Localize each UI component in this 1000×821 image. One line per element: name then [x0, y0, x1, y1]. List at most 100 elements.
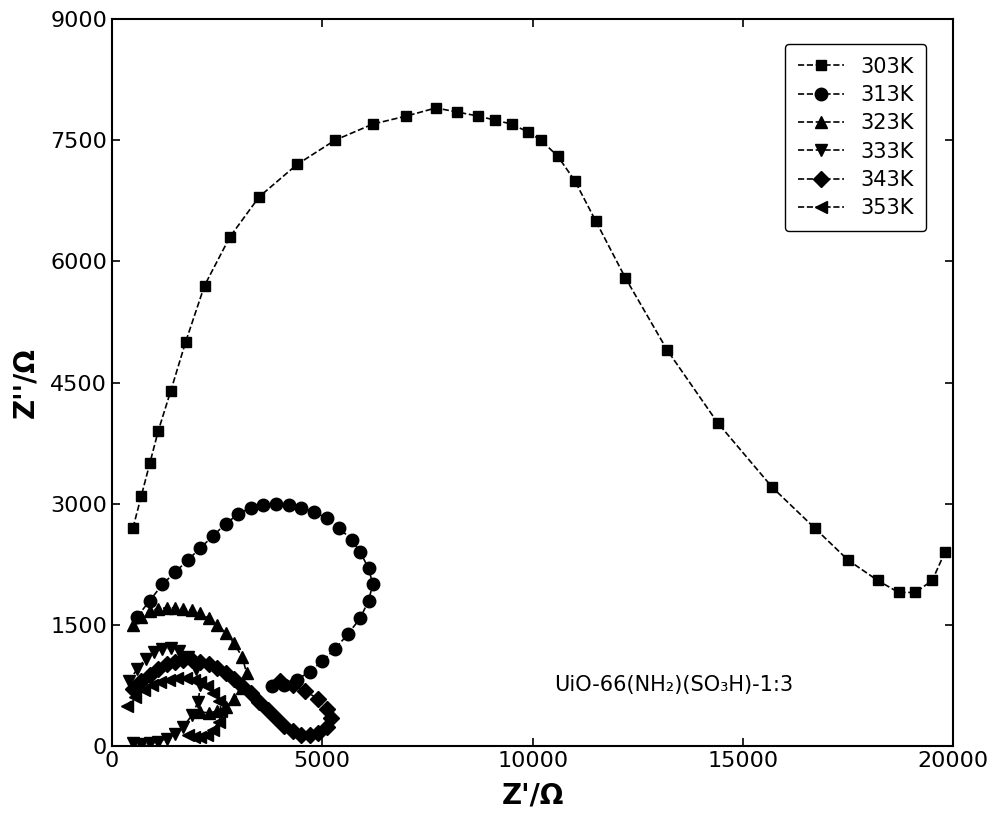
333K — [177, 722, 189, 732]
333K — [123, 677, 135, 686]
313K — [232, 509, 244, 519]
343K — [236, 681, 248, 691]
353K — [180, 673, 192, 683]
333K — [165, 644, 177, 654]
333K — [144, 739, 156, 749]
Line: 303K: 303K — [128, 103, 950, 598]
303K — [619, 273, 631, 282]
Legend: 303K, 313K, 323K, 333K, 343K, 353K: 303K, 313K, 323K, 333K, 343K, 353K — [785, 44, 926, 231]
313K — [321, 513, 333, 523]
343K — [295, 730, 307, 740]
303K — [569, 176, 581, 186]
353K — [194, 677, 206, 687]
343K — [325, 713, 337, 723]
303K — [809, 523, 821, 533]
Text: UiO-66(NH₂)(SO₃H)-1:3: UiO-66(NH₂)(SO₃H)-1:3 — [554, 676, 793, 695]
333K — [182, 652, 194, 662]
303K — [451, 107, 463, 117]
313K — [291, 675, 303, 685]
303K — [661, 346, 673, 355]
313K — [363, 563, 375, 573]
323K — [152, 603, 164, 613]
333K — [131, 664, 143, 674]
313K — [329, 644, 341, 654]
313K — [144, 595, 156, 605]
303K — [535, 135, 547, 145]
313K — [131, 612, 143, 621]
313K — [266, 681, 278, 691]
303K — [472, 111, 484, 121]
303K — [400, 111, 412, 121]
323K — [135, 612, 147, 621]
303K — [430, 103, 442, 112]
353K — [213, 717, 225, 727]
303K — [842, 555, 854, 565]
313K — [342, 630, 354, 640]
313K — [316, 656, 328, 666]
333K — [156, 644, 168, 654]
343K — [304, 731, 316, 741]
353K — [154, 677, 166, 687]
333K — [127, 739, 139, 749]
313K — [245, 502, 257, 512]
353K — [207, 725, 219, 735]
313K — [207, 531, 219, 541]
323K — [194, 608, 206, 618]
353K — [188, 675, 200, 685]
343K — [274, 677, 286, 686]
353K — [215, 706, 227, 716]
343K — [228, 674, 240, 684]
343K — [278, 721, 290, 731]
303K — [165, 386, 177, 396]
353K — [207, 688, 219, 698]
343K — [312, 728, 324, 738]
333K — [152, 737, 164, 747]
343K — [262, 705, 274, 715]
343K — [312, 694, 324, 704]
313K — [333, 523, 345, 533]
323K — [236, 683, 248, 693]
323K — [211, 706, 223, 716]
303K — [552, 151, 564, 161]
323K — [220, 628, 232, 638]
323K — [161, 603, 173, 612]
323K — [194, 707, 206, 717]
323K — [211, 620, 223, 630]
353K — [129, 693, 141, 703]
303K — [180, 337, 192, 347]
313K — [354, 547, 366, 557]
343K — [287, 680, 299, 690]
303K — [152, 426, 164, 436]
343K — [270, 713, 282, 723]
333K — [192, 696, 204, 706]
343K — [321, 704, 333, 713]
323K — [127, 620, 139, 630]
323K — [241, 668, 253, 678]
343K — [211, 663, 223, 673]
323K — [177, 603, 189, 613]
313K — [182, 555, 194, 565]
313K — [257, 500, 269, 510]
Line: 323K: 323K — [127, 603, 252, 718]
303K — [506, 119, 518, 129]
353K — [146, 681, 158, 690]
Y-axis label: Z''/Ω: Z''/Ω — [11, 347, 39, 418]
313K — [354, 613, 366, 623]
333K — [194, 681, 206, 690]
303K — [144, 458, 156, 468]
303K — [712, 418, 724, 428]
343K — [186, 655, 198, 665]
313K — [156, 580, 168, 589]
353K — [201, 730, 213, 740]
313K — [278, 680, 290, 690]
313K — [346, 535, 358, 545]
353K — [194, 732, 206, 742]
323K — [144, 606, 156, 616]
313K — [270, 499, 282, 509]
343K — [321, 722, 333, 732]
343K — [152, 664, 164, 674]
313K — [169, 567, 181, 577]
353K — [121, 700, 133, 710]
323K — [203, 613, 215, 623]
343K — [245, 689, 257, 699]
